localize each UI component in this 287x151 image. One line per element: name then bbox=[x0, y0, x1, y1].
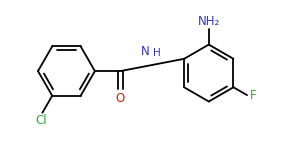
Text: O: O bbox=[116, 92, 125, 105]
Text: N: N bbox=[141, 45, 149, 58]
Text: H: H bbox=[153, 48, 161, 58]
Text: Cl: Cl bbox=[36, 114, 47, 127]
Text: NH₂: NH₂ bbox=[198, 15, 220, 28]
Text: F: F bbox=[250, 89, 257, 102]
